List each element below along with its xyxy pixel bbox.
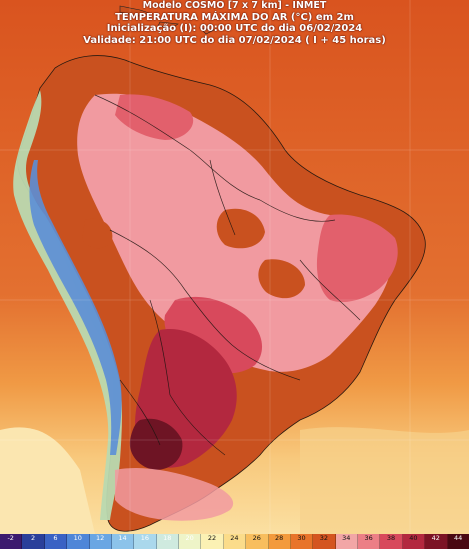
- legend-tick-label: 24: [230, 534, 239, 542]
- legend-tick-label: 22: [207, 534, 217, 542]
- legend-swatch: 28: [268, 534, 291, 549]
- legend-swatch: 18: [156, 534, 179, 549]
- heat-darkest-core: [129, 418, 183, 470]
- legend-tick-label: 42: [431, 534, 440, 542]
- graticule: [0, 0, 469, 534]
- legend-swatch: 30: [290, 534, 314, 549]
- legend-swatch: 22: [201, 534, 224, 549]
- legend-swatch: 2: [22, 534, 45, 549]
- legend-swatch: 40: [402, 534, 426, 549]
- legend-tick-label: 26: [252, 534, 261, 542]
- legend-tick-label: 30: [297, 534, 306, 542]
- temperature-legend: -2 2 6 10 12 14 16 18 20 22 24 26 28 30 32 34 36 38 40 42 44: [0, 534, 469, 549]
- heat-red-east: [316, 214, 398, 302]
- legend-swatch: 36: [358, 534, 381, 549]
- andes-cool-blue: [29, 160, 122, 455]
- legend-swatch: -2: [0, 534, 23, 549]
- legend-swatch: 16: [134, 534, 157, 549]
- legend-tick-label: 10: [73, 534, 82, 542]
- legend-tick-label: 34: [342, 534, 351, 542]
- legend-tick-label: 38: [386, 534, 396, 542]
- legend-tick-label: 14: [118, 534, 127, 542]
- legend-tick-label: 32: [319, 534, 329, 542]
- ocean-cool-band: [0, 427, 95, 534]
- legend-tick-label: 6: [53, 534, 58, 542]
- temperature-map: [0, 0, 469, 534]
- legend-tick-label: 16: [140, 534, 150, 542]
- legend-swatch: 24: [223, 534, 247, 549]
- legend-tick-label: 36: [364, 534, 373, 542]
- legend-tick-label: 12: [96, 534, 105, 542]
- legend-swatch: 38: [380, 534, 403, 549]
- heat-red-north: [115, 94, 194, 140]
- legend-swatch: 32: [313, 534, 336, 549]
- caribbean-islands: [119, 5, 215, 35]
- legend-tick-label: 44: [454, 534, 463, 542]
- legend-swatch: 10: [67, 534, 90, 549]
- legend-swatch: 20: [179, 534, 202, 549]
- legend-tick-label: 28: [275, 534, 284, 542]
- country-borders: [94, 94, 361, 456]
- heat-orange-pocket-3: [82, 218, 113, 249]
- legend-swatch: 44: [447, 534, 469, 549]
- ocean-east-band: [300, 427, 469, 534]
- legend-tick-label: 2: [30, 534, 36, 542]
- legend-tick-label: 40: [409, 534, 418, 542]
- andes-cool-green: [13, 90, 122, 520]
- heat-south-band: [115, 468, 234, 521]
- legend-swatch: 34: [335, 534, 358, 549]
- legend-swatch: 6: [44, 534, 68, 549]
- heat-orange-pocket-2: [258, 259, 305, 299]
- legend-swatch: 14: [111, 534, 135, 549]
- legend-tick-label: -2: [7, 534, 14, 542]
- legend-swatch: 12: [89, 534, 112, 549]
- legend-swatch: 26: [246, 534, 269, 549]
- legend-tick-label: 20: [185, 534, 194, 542]
- legend-swatch: 42: [425, 534, 448, 549]
- legend-tick-label: 18: [163, 534, 172, 542]
